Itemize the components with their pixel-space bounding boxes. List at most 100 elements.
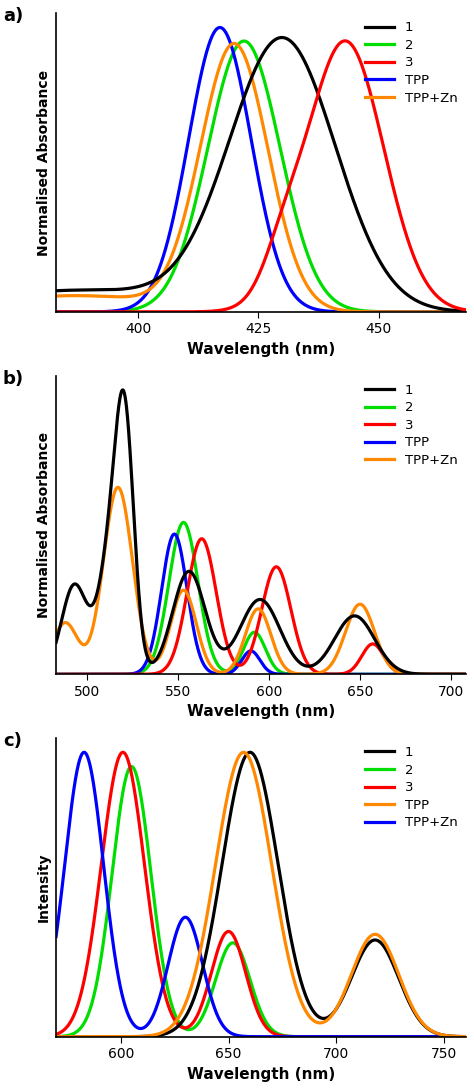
TPP+Zn	[124, 516, 130, 529]
Line: 3: 3	[56, 538, 465, 675]
2	[124, 668, 130, 681]
3	[455, 1030, 461, 1043]
Line: 1: 1	[56, 752, 465, 1037]
3	[228, 649, 234, 662]
TPP	[228, 774, 234, 787]
Text: b): b)	[3, 370, 24, 388]
2	[455, 305, 461, 318]
3	[210, 569, 216, 582]
2	[241, 35, 247, 48]
TPP	[124, 302, 130, 315]
Line: TPP: TPP	[56, 27, 465, 312]
2	[53, 305, 59, 318]
3	[463, 1030, 468, 1043]
Y-axis label: Intensity: Intensity	[36, 852, 51, 922]
Line: TPP: TPP	[56, 534, 465, 675]
Y-axis label: Normalised Absorbance: Normalised Absorbance	[36, 432, 51, 618]
3	[124, 668, 130, 681]
TPP+Zn	[100, 558, 106, 571]
TPP	[455, 668, 461, 681]
3	[455, 668, 461, 681]
Line: TPP+Zn: TPP+Zn	[56, 752, 465, 1037]
TPP+Zn	[53, 290, 59, 303]
1	[210, 629, 216, 642]
Line: 3: 3	[56, 40, 465, 312]
TPP	[210, 666, 216, 679]
Line: 2: 2	[56, 522, 465, 675]
TPP	[100, 305, 106, 318]
2	[228, 663, 234, 676]
TPP	[241, 746, 246, 759]
Line: TPP: TPP	[56, 752, 465, 1037]
TPP+Zn	[228, 1027, 234, 1040]
TPP+Zn	[53, 628, 59, 641]
3	[463, 303, 468, 316]
TPP	[411, 1003, 417, 1016]
1	[124, 408, 130, 421]
TPP+Zn	[228, 38, 234, 51]
TPP+Zn	[455, 305, 461, 318]
3	[124, 751, 130, 764]
TPP	[228, 666, 234, 679]
TPP+Zn	[115, 481, 121, 494]
2	[228, 51, 234, 64]
TPP+Zn	[411, 1030, 417, 1043]
Line: TPP+Zn: TPP+Zn	[56, 44, 465, 312]
TPP+Zn	[124, 1006, 130, 1019]
1	[411, 667, 417, 680]
1	[124, 1030, 130, 1043]
TPP	[411, 668, 417, 681]
TPP	[210, 27, 216, 40]
2	[124, 767, 130, 780]
Line: 2: 2	[56, 766, 465, 1037]
2	[181, 516, 186, 529]
Line: TPP+Zn: TPP+Zn	[56, 487, 465, 675]
TPP	[124, 667, 130, 680]
1	[210, 911, 216, 924]
2	[210, 118, 216, 131]
1	[411, 1004, 417, 1017]
TPP+Zn	[210, 997, 216, 1010]
3	[100, 846, 106, 859]
2	[210, 649, 216, 662]
3	[53, 305, 59, 318]
1	[124, 282, 130, 295]
2	[455, 1030, 461, 1043]
2	[463, 305, 468, 318]
TPP	[228, 38, 234, 51]
3	[411, 250, 417, 263]
2	[411, 1030, 417, 1043]
TPP+Zn	[411, 305, 417, 318]
TPP	[53, 1030, 59, 1043]
TPP+Zn	[210, 662, 216, 675]
TPP+Zn	[455, 668, 461, 681]
2	[124, 304, 130, 317]
3	[210, 959, 216, 972]
3	[463, 668, 468, 681]
3	[53, 668, 59, 681]
TPP	[463, 668, 468, 681]
2	[463, 1030, 468, 1043]
2	[128, 760, 134, 773]
1	[100, 1030, 106, 1043]
TPP	[455, 305, 461, 318]
2	[455, 668, 461, 681]
1	[455, 668, 461, 681]
1	[463, 668, 468, 681]
3	[411, 1030, 417, 1043]
2	[463, 668, 468, 681]
TPP+Zn	[100, 852, 106, 865]
TPP+Zn	[463, 668, 468, 681]
3	[100, 668, 106, 681]
TPP+Zn	[100, 290, 106, 303]
2	[411, 668, 417, 681]
TPP+Zn	[81, 746, 87, 759]
TPP	[411, 305, 417, 318]
Line: 2: 2	[56, 41, 465, 312]
TPP+Zn	[124, 290, 130, 303]
TPP+Zn	[455, 1030, 461, 1043]
TPP	[217, 21, 223, 34]
2	[53, 1030, 59, 1043]
TPP	[53, 668, 59, 681]
3	[228, 926, 234, 940]
